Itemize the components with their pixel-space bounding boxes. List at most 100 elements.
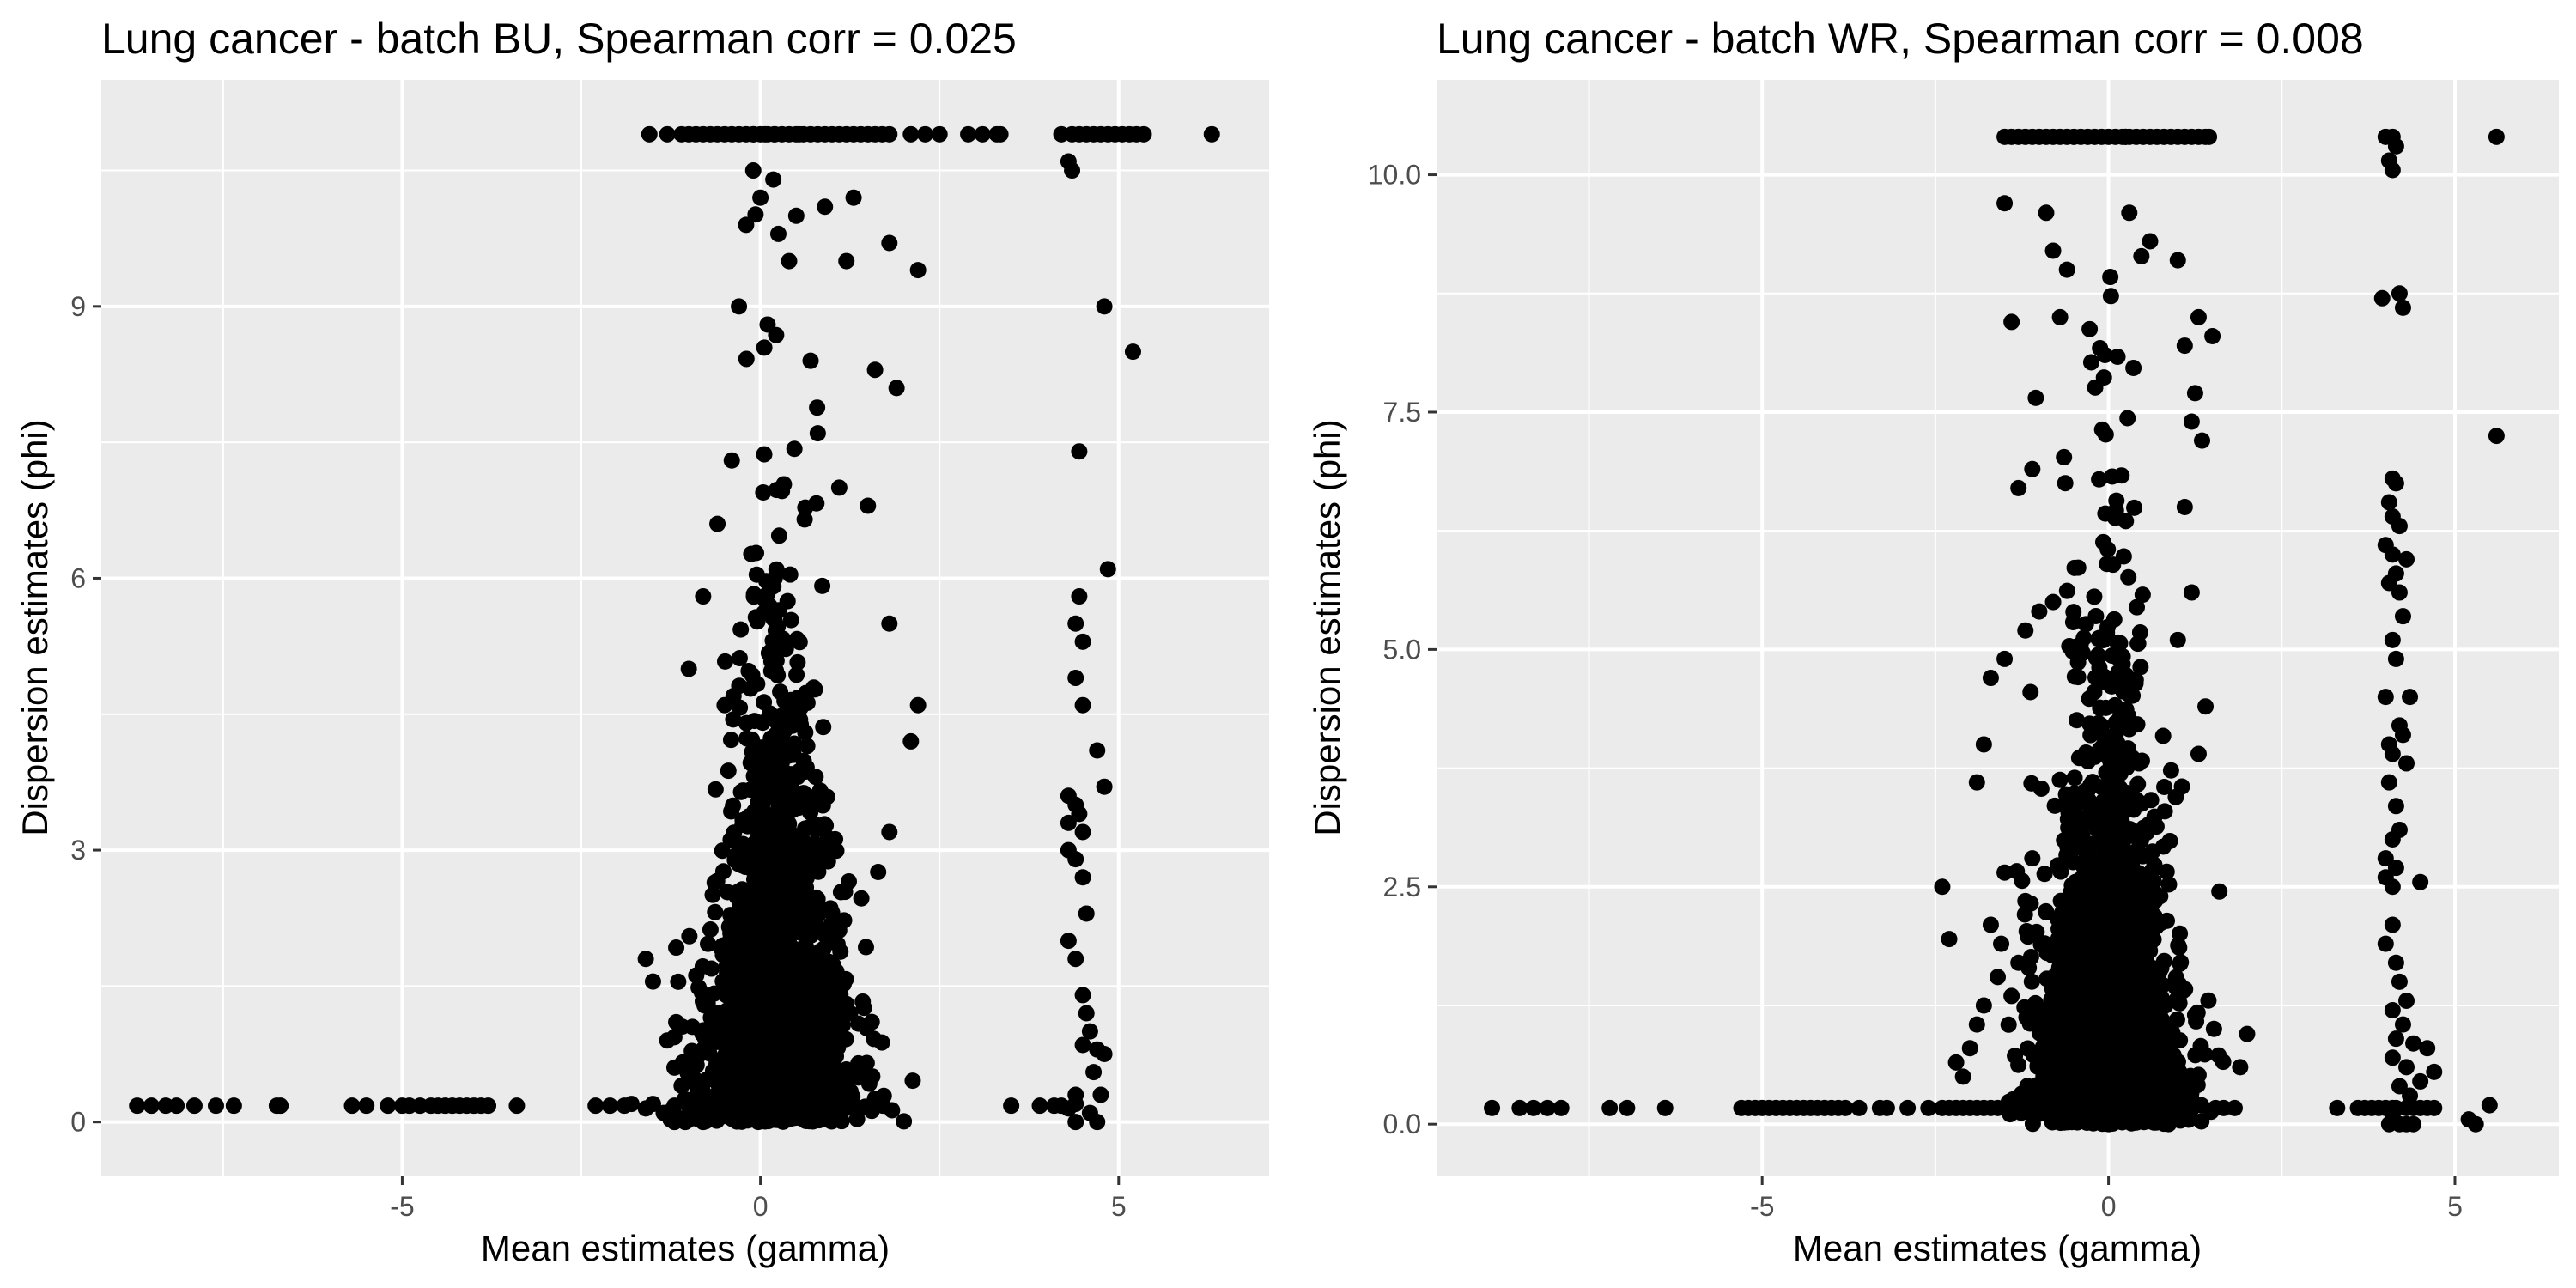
data-point xyxy=(751,884,769,901)
data-point xyxy=(1996,195,2014,212)
data-point xyxy=(2057,475,2074,492)
data-point xyxy=(1089,1114,1106,1131)
data-point xyxy=(2387,475,2404,492)
data-point xyxy=(787,850,804,867)
data-point xyxy=(2402,1087,2419,1104)
data-point xyxy=(704,1013,721,1030)
data-point xyxy=(1067,851,1084,868)
data-point xyxy=(748,544,765,562)
data-point xyxy=(2129,933,2146,950)
data-point xyxy=(2077,1109,2094,1126)
data-point xyxy=(358,1097,375,1115)
data-point xyxy=(830,479,848,496)
data-point xyxy=(343,1097,361,1115)
data-point xyxy=(2120,568,2137,586)
data-point xyxy=(2105,556,2122,574)
data-point xyxy=(2488,128,2505,145)
data-point xyxy=(2205,1020,2222,1037)
data-point xyxy=(2109,348,2126,365)
data-point xyxy=(601,1097,618,1115)
data-point xyxy=(740,662,757,679)
data-point xyxy=(2380,494,2397,511)
x-tick-label: -5 xyxy=(390,1191,414,1222)
data-point xyxy=(723,803,740,820)
x-tick-label: 5 xyxy=(1111,1191,1127,1222)
data-point xyxy=(902,125,920,143)
data-point xyxy=(1484,1099,1501,1116)
data-point xyxy=(796,905,813,922)
data-point xyxy=(2063,817,2081,835)
data-point xyxy=(2003,987,2020,1005)
data-point xyxy=(734,835,751,853)
data-point xyxy=(816,816,833,833)
data-point xyxy=(2051,308,2069,325)
data-point xyxy=(2038,204,2055,222)
data-point xyxy=(2062,847,2079,864)
data-point xyxy=(2384,631,2401,648)
data-point xyxy=(2377,935,2394,952)
data-point xyxy=(2003,313,2020,331)
data-point xyxy=(2419,1040,2436,1057)
data-point xyxy=(2096,927,2113,945)
data-point xyxy=(1135,125,1152,143)
data-point xyxy=(2091,471,2108,488)
data-point xyxy=(2232,1059,2249,1076)
data-point xyxy=(2119,410,2136,427)
data-point xyxy=(777,1052,794,1069)
data-point xyxy=(2086,1002,2103,1019)
data-point xyxy=(695,1075,712,1092)
y-tick-label: 0 xyxy=(70,1107,86,1138)
data-point xyxy=(770,527,787,544)
data-point xyxy=(756,446,773,463)
data-point xyxy=(2488,428,2505,445)
data-point xyxy=(2182,1067,2199,1084)
data-point xyxy=(1067,1114,1084,1131)
data-point xyxy=(748,934,765,951)
data-point xyxy=(863,1013,880,1030)
data-point xyxy=(2129,716,2146,733)
data-point xyxy=(2169,631,2186,648)
data-point xyxy=(2093,1016,2111,1033)
data-point xyxy=(731,298,748,315)
data-point xyxy=(2059,790,2076,807)
data-point xyxy=(1511,1099,1528,1116)
data-point xyxy=(707,903,724,920)
data-point xyxy=(2384,546,2401,563)
data-point xyxy=(2176,337,2193,355)
data-point xyxy=(702,921,719,939)
data-point xyxy=(2052,863,2069,880)
data-point xyxy=(2020,959,2038,976)
data-point xyxy=(709,515,726,532)
data-point xyxy=(2090,649,2107,666)
data-point xyxy=(2426,1099,2443,1116)
data-point xyxy=(1092,1086,1109,1103)
data-point xyxy=(1619,1099,1636,1116)
data-point xyxy=(2046,797,2063,814)
data-point xyxy=(2154,1012,2171,1029)
data-point xyxy=(2000,1016,2017,1033)
data-point xyxy=(1934,878,1951,896)
data-point xyxy=(2173,778,2190,795)
data-point xyxy=(1060,814,1077,831)
data-point xyxy=(747,911,764,928)
data-point xyxy=(745,125,762,143)
data-point xyxy=(2129,775,2147,793)
data-point xyxy=(992,125,1009,143)
data-point xyxy=(2144,843,2161,860)
data-point xyxy=(1996,650,2014,667)
data-point xyxy=(668,939,685,957)
data-point xyxy=(822,1069,839,1086)
data-point xyxy=(1961,1040,1978,1057)
data-point xyxy=(143,1097,160,1115)
data-point xyxy=(2171,994,2188,1012)
data-point xyxy=(798,787,815,804)
data-point xyxy=(812,1035,829,1052)
data-point xyxy=(2038,970,2056,987)
data-point xyxy=(2058,582,2075,599)
data-point xyxy=(841,1097,858,1115)
data-point xyxy=(857,939,874,956)
data-point xyxy=(757,763,775,781)
data-point xyxy=(2384,916,2401,933)
data-point xyxy=(740,1060,757,1078)
data-point xyxy=(874,1097,891,1115)
